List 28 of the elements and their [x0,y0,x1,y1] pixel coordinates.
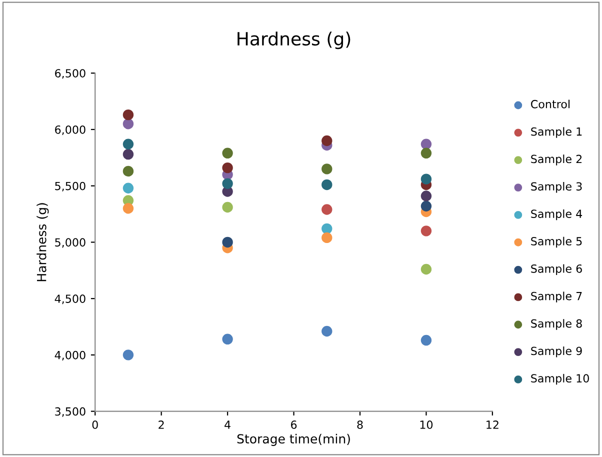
legend-label: Sample 7 [531,292,582,302]
y-tick-label: 3,500 [55,407,86,417]
y-tick-label: 5,000 [55,238,86,248]
y-tick-label: 4,500 [54,294,86,304]
x-tick-label: 0 [92,420,98,429]
x-axis-title: Storage time(min) [237,434,350,446]
y-tick-label: 6,000 [55,125,86,135]
x-tick-label: 10 [420,420,433,429]
x-tick-label: 6 [291,420,297,429]
y-axis-title: Hardness (g) [36,203,49,282]
y-tick-label: 4,000 [54,350,86,360]
legend-label: Sample 10 [531,374,589,385]
x-tick-label: 12 [486,420,498,429]
legend-label: Sample 4 [531,209,582,220]
legend-label: Control [531,100,570,108]
chart-title: Hardness (g) [238,32,350,50]
legend-label: Sample 6 [531,264,582,276]
legend-label: Sample 5 [531,236,582,248]
y-tick-label: 5,500 [55,182,86,192]
y-tick-label: 6,500 [55,69,86,79]
x-tick-label: 2 [158,420,164,429]
legend-label: Sample 8 [531,319,582,330]
x-tick-label: 4 [224,420,230,429]
legend-label: Sample 2 [531,154,582,166]
legend-label: Sample 9 [531,346,582,358]
legend-label: Sample 1 [531,127,582,138]
x-tick-label: 8 [357,420,363,429]
legend-label: Sample 3 [531,182,582,193]
